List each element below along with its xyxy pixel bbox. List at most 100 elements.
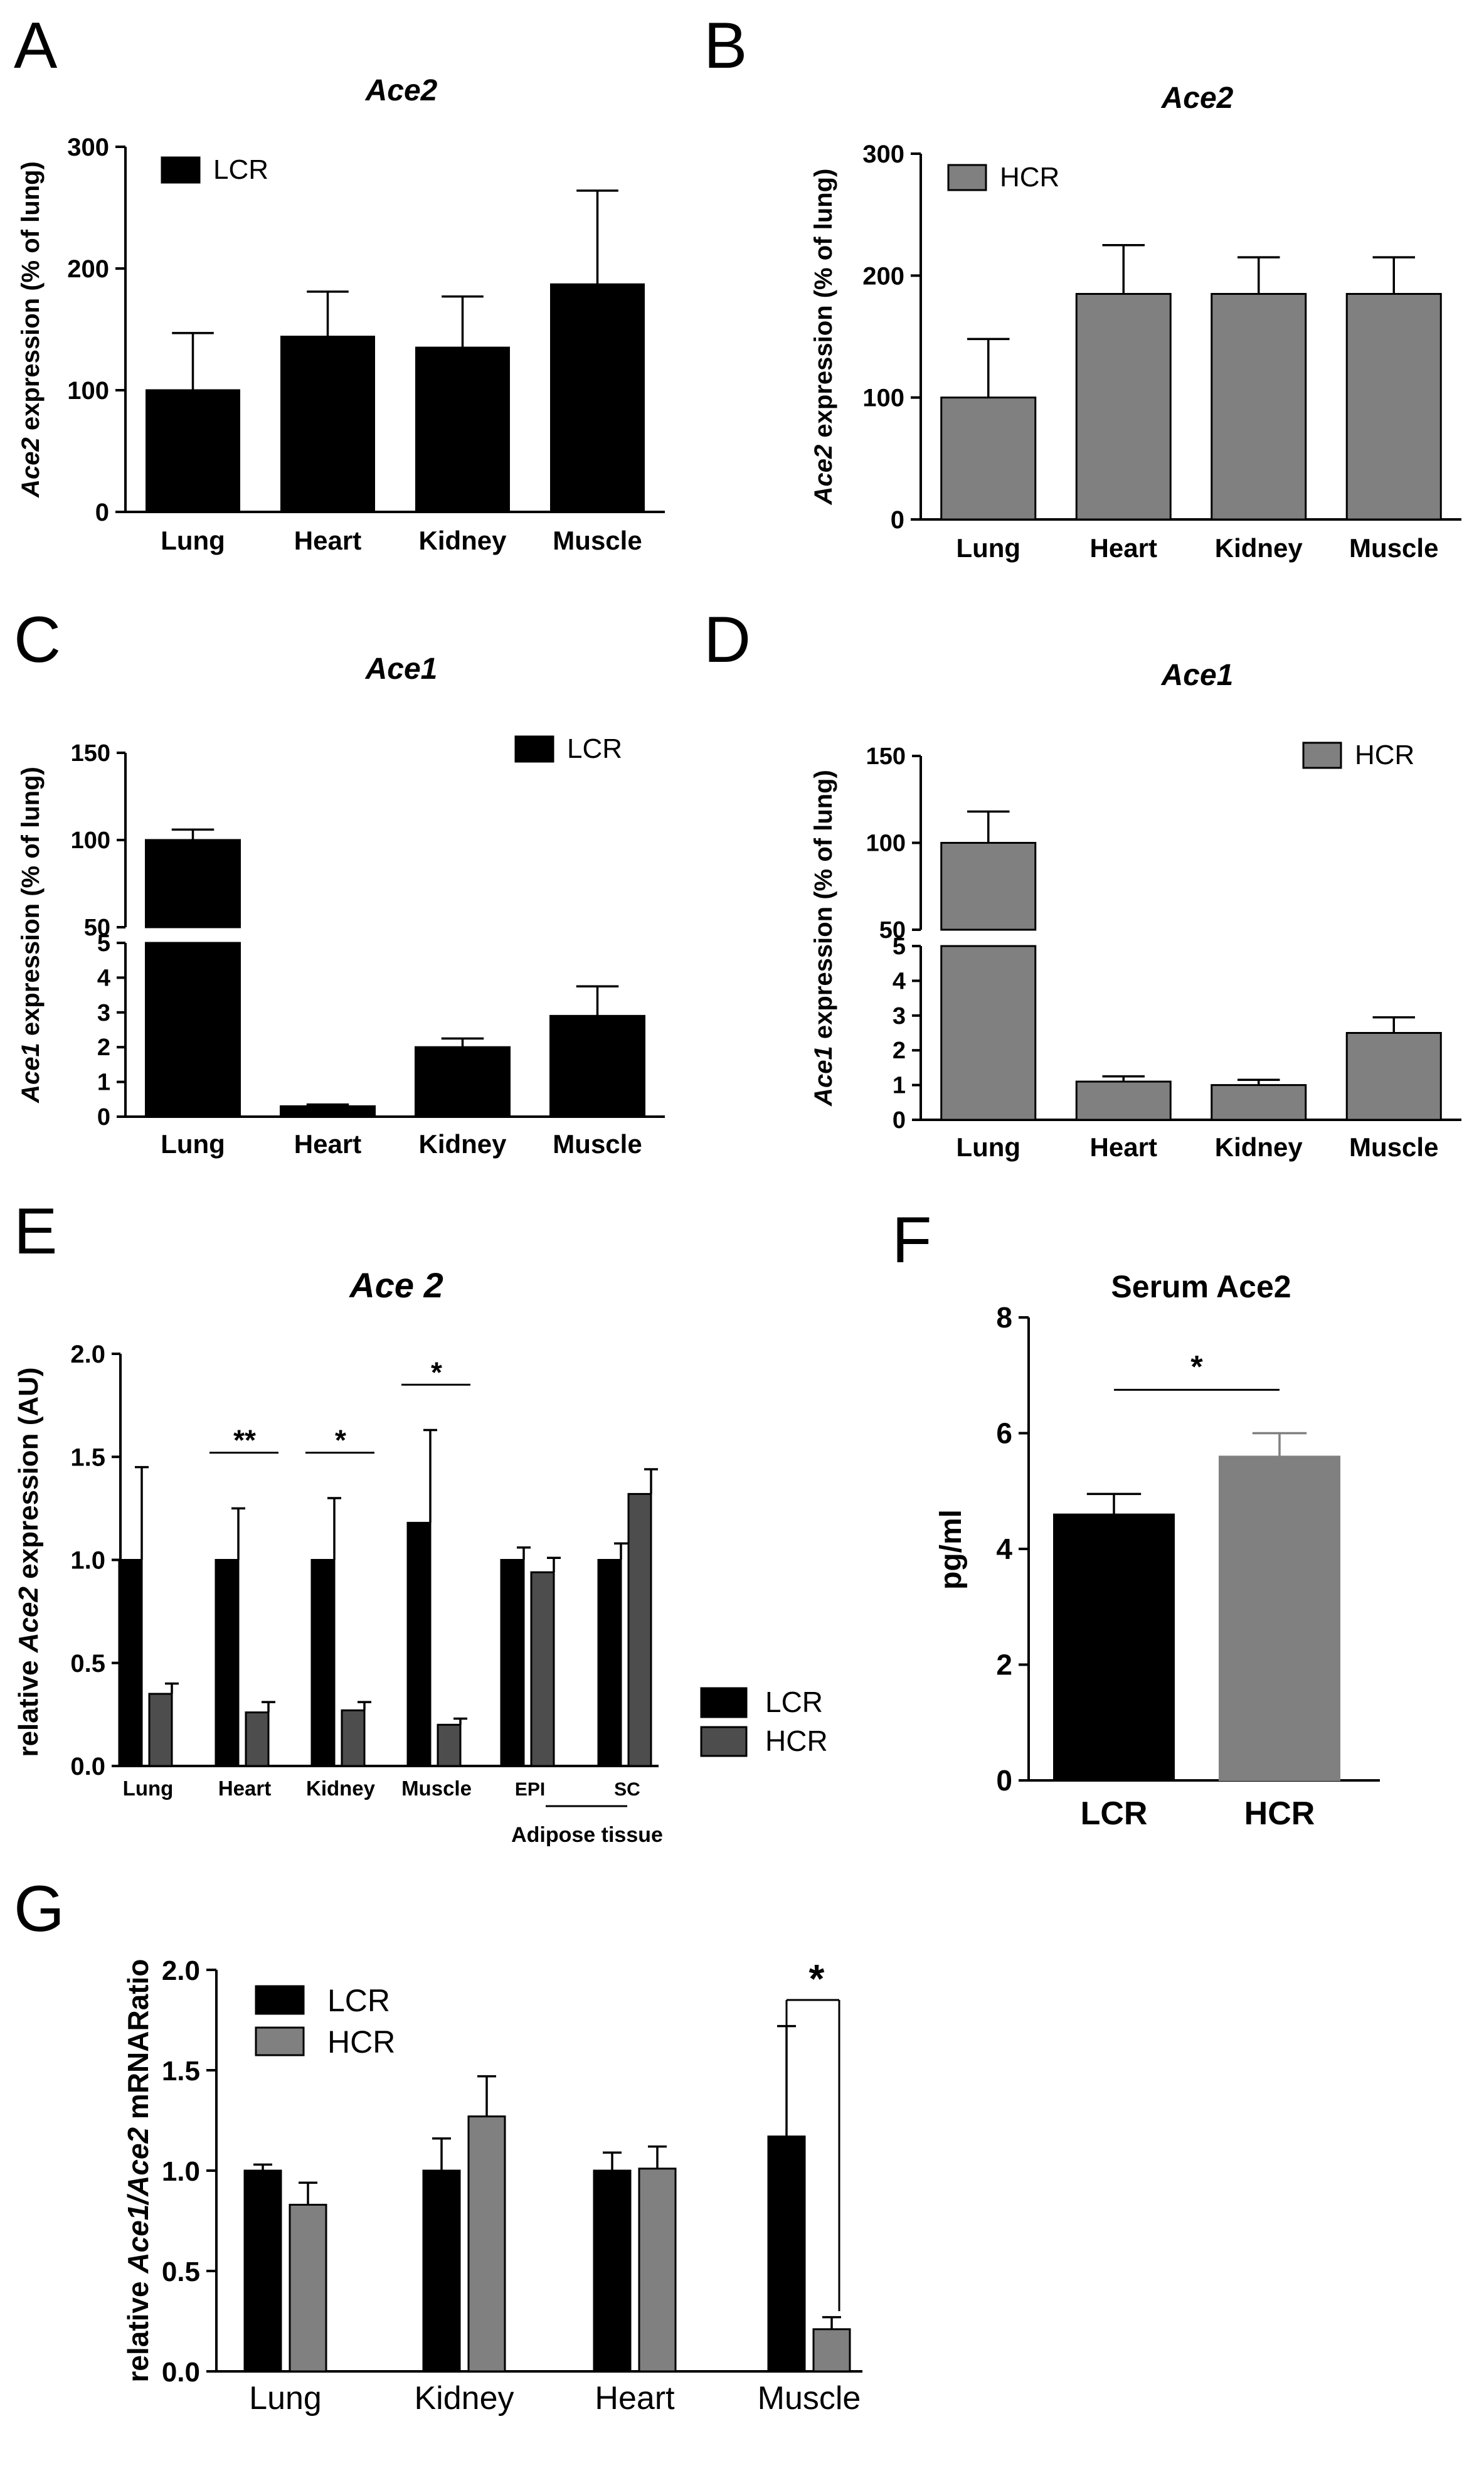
bar-muscle-lcr <box>767 2135 806 2373</box>
bar-lung-lower <box>940 945 1037 1121</box>
bar-lung-hcr <box>148 1693 173 1767</box>
y-tick-label: 0 <box>97 1104 110 1130</box>
legend-swatch <box>514 735 554 763</box>
legend-label: HCR <box>327 2024 395 2060</box>
y-tick-label: 0.5 <box>162 2257 200 2287</box>
bar-kidney <box>1211 1084 1307 1121</box>
x-tick-label: Heart <box>1090 1132 1157 1162</box>
x-tick-label: Kidney <box>306 1777 376 1800</box>
bar-heart-lcr <box>593 2169 632 2373</box>
y-tick-label: 5 <box>893 933 906 960</box>
x-tick-label: Lung <box>956 533 1020 563</box>
bar-epi-hcr <box>530 1571 555 1767</box>
legend-swatch <box>947 164 987 191</box>
y-axis-label-part: expression (% of lung) <box>17 767 45 1043</box>
x-tick-label: Lung <box>956 1132 1020 1162</box>
bar-heart-hcr <box>638 2167 677 2373</box>
y-tick-label: 1 <box>97 1070 110 1096</box>
bar-heart <box>1075 1080 1172 1121</box>
bar-lung <box>146 389 240 513</box>
y-axis-label-part: expression (AU) <box>13 1367 44 1587</box>
y-tick-label: 4 <box>893 968 906 994</box>
legend-label: LCR <box>213 154 268 185</box>
x-tick-label: Lung <box>123 1777 174 1800</box>
bar-lung-lcr <box>243 2169 282 2373</box>
bar-kidney <box>1211 292 1307 521</box>
chart-panel-E: Ace 2 0.0 0.5 1.0 1.5 2.0 Lung Heart ** Kidney * Mu… <box>13 1265 828 1847</box>
y-axis-label-part: Ace1 <box>17 1043 45 1104</box>
x-tick-label: Heart <box>294 1129 361 1159</box>
bar-heart-lcr <box>215 1559 240 1767</box>
y-tick-label: 2.0 <box>162 1955 200 1986</box>
x-tick-label: Muscle <box>401 1777 472 1800</box>
bar-muscle-lcr <box>406 1521 432 1767</box>
y-tick-label: 100 <box>866 831 906 857</box>
bar-muscle <box>549 1014 645 1118</box>
y-tick-label: 4 <box>996 1533 1012 1565</box>
bar-kidney <box>415 1046 511 1118</box>
y-tick-label: 1.5 <box>70 1444 105 1471</box>
x-tick-label: EPI <box>515 1779 545 1800</box>
y-tick-label: 50 <box>84 915 110 941</box>
significance-marker: * <box>1190 1349 1203 1384</box>
y-tick-label: 300 <box>67 134 109 161</box>
chart-panel-D: Ace1 0 1 2 3 4 550 100 150 Lung Heart Kidney Muscle H… <box>810 659 1461 1162</box>
chart-panel-B: Ace2 0 100 200 300 Lung Heart Kidney Muscle HCR Ac… <box>810 82 1461 563</box>
y-tick-label: 2.0 <box>70 1341 105 1368</box>
bar-kidney <box>415 346 510 513</box>
chart-title: Ace2 <box>365 74 438 107</box>
y-tick-label: 200 <box>67 255 109 283</box>
bar-lung-lcr <box>118 1559 143 1767</box>
x-tick-label: Heart <box>294 526 361 555</box>
chart-title: Ace 2 <box>348 1265 443 1305</box>
chart-title: Ace1 <box>365 652 438 686</box>
x-tick-label: SC <box>614 1779 640 1800</box>
y-tick-label: 2 <box>893 1038 906 1064</box>
legend-swatch <box>255 2026 305 2056</box>
y-axis-label-part: expression (% of lung) <box>810 169 837 445</box>
y-tick-label: 3 <box>97 1000 110 1026</box>
x-tick-label: Kidney <box>1215 1132 1303 1162</box>
y-tick-label: 1 <box>893 1073 906 1099</box>
y-tick-label: 3 <box>893 1003 906 1029</box>
chart-panel-G: 0.0 0.5 1.0 1.5 2.0 Lung Kidney Heart Muscle * LCR… <box>122 1955 862 2417</box>
bar-heart-hcr <box>245 1711 270 1767</box>
y-tick-label: 1.0 <box>162 2156 200 2187</box>
x-tick-label: LCR <box>1081 1795 1148 1832</box>
y-axis-label-part: relative <box>122 2274 154 2383</box>
y-tick-label: 0.0 <box>70 1753 105 1780</box>
legend-label: HCR <box>765 1725 828 1757</box>
chart-title: Serum Ace2 <box>1111 1269 1291 1304</box>
panel-letter: D <box>704 604 751 676</box>
bar-kidney-hcr <box>341 1709 366 1767</box>
chart-panel-A: Ace2 0 100 200 300 Lung Heart Kidney Muscle LCR Ac… <box>17 74 665 555</box>
bar-sc-hcr <box>627 1492 652 1767</box>
legend-label: LCR <box>567 733 622 764</box>
legend-label: HCR <box>1355 740 1414 770</box>
chart-title: Ace1 <box>1161 659 1234 692</box>
bar-lung-lower <box>145 942 241 1118</box>
y-axis-label-part: relative <box>13 1652 44 1757</box>
y-axis-label-part: expression (% of lung) <box>810 770 837 1046</box>
y-axis-label-part: expression (% of lung) <box>17 161 45 437</box>
x-tick-label: Kidney <box>418 526 507 555</box>
panel-letter: A <box>14 9 58 82</box>
y-tick-label: 5 <box>97 930 110 957</box>
x-tick-label: Muscle <box>553 526 642 555</box>
bar-kidney-lcr <box>422 2169 461 2373</box>
y-axis-label: Ace2 expression (% of lung) <box>810 169 837 506</box>
x-tick-label: Muscle <box>758 2380 861 2417</box>
y-axis-label-part: Ace2 <box>13 1587 44 1654</box>
x-tick-label: Muscle <box>1349 533 1438 563</box>
y-axis-label-part: Ace2 <box>17 437 45 498</box>
x-tick-label: Heart <box>595 2380 675 2417</box>
legend-swatch <box>255 1985 305 2015</box>
y-axis-label: relative Ace2 expression (AU) <box>13 1367 44 1757</box>
y-tick-label: 150 <box>866 743 906 770</box>
y-axis-label-part: mRNARatio <box>122 1959 154 2127</box>
x-tick-label: Heart <box>218 1777 271 1800</box>
y-axis-label-part: Ace1/Ace2 <box>122 2127 154 2274</box>
y-tick-label: 2 <box>97 1034 110 1061</box>
bar-heart <box>280 336 375 513</box>
